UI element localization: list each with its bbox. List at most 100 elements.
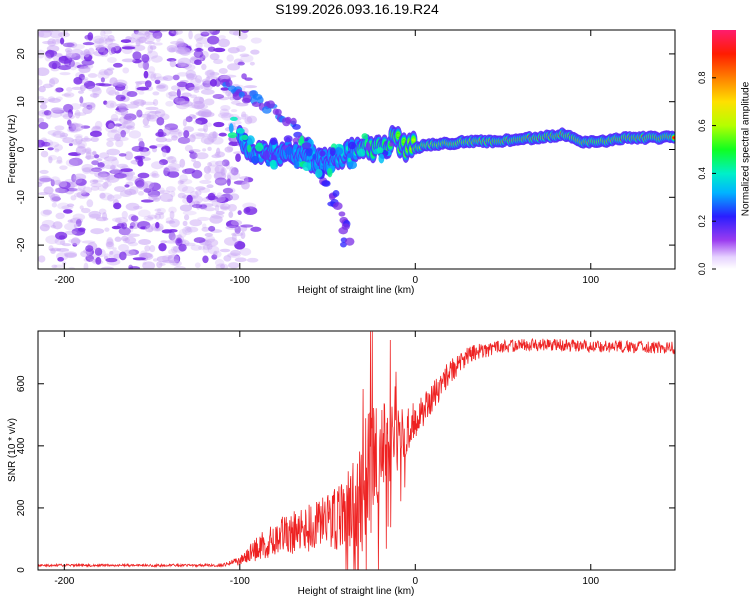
spectrogram-noise-blob xyxy=(64,230,77,235)
spectrogram-noise-blob xyxy=(171,30,183,35)
spectrogram-noise-blob xyxy=(118,153,127,157)
spectrogram-noise-blob xyxy=(201,63,207,71)
spectrogram-noise-blob xyxy=(218,68,228,74)
spectrogram-noise-blob xyxy=(166,156,174,160)
spectrogram-noise-blob xyxy=(62,137,74,144)
spectrogram-noise-blob xyxy=(39,103,48,110)
spectrogram-noise-blob xyxy=(203,98,215,106)
spectrogram-noise-blob xyxy=(106,67,115,71)
spectrogram-noise-blob xyxy=(132,257,146,261)
spectrogram-noise-blob xyxy=(213,121,225,128)
spectrogram-noise-blob xyxy=(169,60,177,68)
spectrogram-noise-blob xyxy=(145,34,156,43)
spectrogram-noise-blob xyxy=(116,103,127,108)
spectrogram-noise-blob xyxy=(67,219,73,223)
spectrogram-noise-blob xyxy=(186,226,199,233)
spectrogram-noise-blob xyxy=(105,238,114,248)
spectrogram-noise-blob xyxy=(161,229,173,234)
spectrogram-noise-blob xyxy=(149,45,157,50)
spectrogram-noise-blob xyxy=(38,85,46,93)
spectrogram-noise-blob xyxy=(121,46,136,50)
spectrogram-noise-blob xyxy=(111,217,122,222)
spectrogram-noise-blob xyxy=(167,168,180,172)
spectrogram-noise-blob xyxy=(219,108,230,117)
spectrogram-noise-blob xyxy=(159,187,165,194)
spectrogram-noise-blob xyxy=(85,245,94,252)
spectrogram-noise-blob xyxy=(40,209,51,217)
spectrogram-noise-blob xyxy=(184,64,196,71)
spectrogram-noise-blob xyxy=(54,125,65,131)
spectrogram-noise-blob xyxy=(206,243,213,250)
spectrogram-ridge-clump xyxy=(270,154,277,162)
spectrogram-noise-blob xyxy=(162,75,174,81)
spectrogram-noise-blob xyxy=(194,75,203,84)
spectrogram-noise-blob xyxy=(179,100,193,107)
spectrogram-noise-blob xyxy=(215,160,225,167)
spectrogram-ridge-clump xyxy=(334,147,344,156)
spectrogram-noise-blob xyxy=(194,262,201,268)
spectrogram-noise-blob xyxy=(177,184,188,192)
spectrogram-noise-blob xyxy=(226,252,241,259)
spectrogram-noise-blob xyxy=(52,130,66,138)
spectrogram-noise-blob xyxy=(114,109,129,115)
spectrogram-noise-blob xyxy=(143,124,151,129)
spectrogram-noise-blob xyxy=(183,242,196,247)
spectrogram-ridge-clump xyxy=(361,133,369,140)
spectrogram-noise-blob xyxy=(50,248,56,254)
spectrogram-ridge-clump xyxy=(319,150,326,157)
spectrogram-noise-blob xyxy=(147,214,158,219)
spectrogram-noise-blob xyxy=(116,223,125,229)
spectrogram-noise-blob xyxy=(146,217,154,221)
spectrogram-noise-blob xyxy=(177,180,184,186)
spectrogram-noise-blob xyxy=(122,67,130,74)
spectrogram-noise-blob xyxy=(80,190,87,195)
spectrogram-noise-blob xyxy=(106,148,120,156)
spectrogram-noise-blob xyxy=(71,86,83,91)
spectrogram-noise-blob xyxy=(184,144,193,152)
colorbar: 0.0 0.2 0.4 0.6 0.8 Normalized spectral ampl… xyxy=(697,30,750,275)
spectrogram-noise-blob xyxy=(132,44,146,52)
spectrogram-noise-blob xyxy=(97,185,107,192)
spectrogram-noise-blob xyxy=(147,114,157,120)
spectrogram-ridge-clump xyxy=(227,132,238,139)
spectrogram-noise-blob xyxy=(168,131,182,135)
spectrogram-noise-blob xyxy=(103,34,110,40)
spectrogram-noise-blob xyxy=(197,216,210,221)
spectrogram-noise-blob xyxy=(156,261,163,269)
spectrogram-noise-blob xyxy=(53,144,63,151)
spectrogram-noise-blob xyxy=(146,112,151,122)
spectrogram-noise-blob xyxy=(83,80,96,90)
spectrogram-noise-blob xyxy=(242,202,257,210)
spectrogram-noise-blob xyxy=(51,264,58,269)
spectrogram-noise-blob xyxy=(63,103,74,113)
spectrogram-noise-blob xyxy=(221,168,226,177)
spectrogram-noise-blob xyxy=(47,130,61,136)
spectrogram-noise-blob xyxy=(172,74,180,81)
spectrogram-ridge-cell xyxy=(348,158,352,162)
spectrogram-noise-blob xyxy=(220,264,226,269)
spectrogram-noise-blob xyxy=(169,210,175,220)
spectrogram-branch-blob xyxy=(257,96,264,104)
spectrogram-noise-blob xyxy=(115,139,124,148)
spectrogram-noise-blob xyxy=(116,163,128,169)
spectrogram-ridge-clump xyxy=(329,147,336,157)
spectrogram-noise-blob xyxy=(112,247,117,251)
spectrogram-noise-blob xyxy=(86,199,94,208)
spectrogram-noise-blob xyxy=(80,250,90,258)
spectrogram-noise-blob xyxy=(109,118,122,122)
spectrogram-noise-blob xyxy=(62,113,75,120)
spectrogram-noise-blob xyxy=(93,40,101,48)
spectrogram-ridge-clump xyxy=(241,134,249,141)
spectrogram-noise-blob xyxy=(132,51,142,61)
spectrogram-noise-blob xyxy=(126,91,138,98)
snr-x-tick-label: 0 xyxy=(413,576,419,587)
spectrogram-noise-blob xyxy=(98,47,109,56)
spectrogram-noise-blob xyxy=(225,225,239,230)
spectrogram-noise-blob xyxy=(133,30,139,35)
spectrogram-noise-blob xyxy=(97,162,105,168)
spectrogram-noise-blob xyxy=(169,259,180,266)
spectrogram-noise-blob xyxy=(68,266,76,269)
spectrogram-noise-blob xyxy=(74,112,87,116)
spectrogram-noise-blob xyxy=(89,93,100,98)
